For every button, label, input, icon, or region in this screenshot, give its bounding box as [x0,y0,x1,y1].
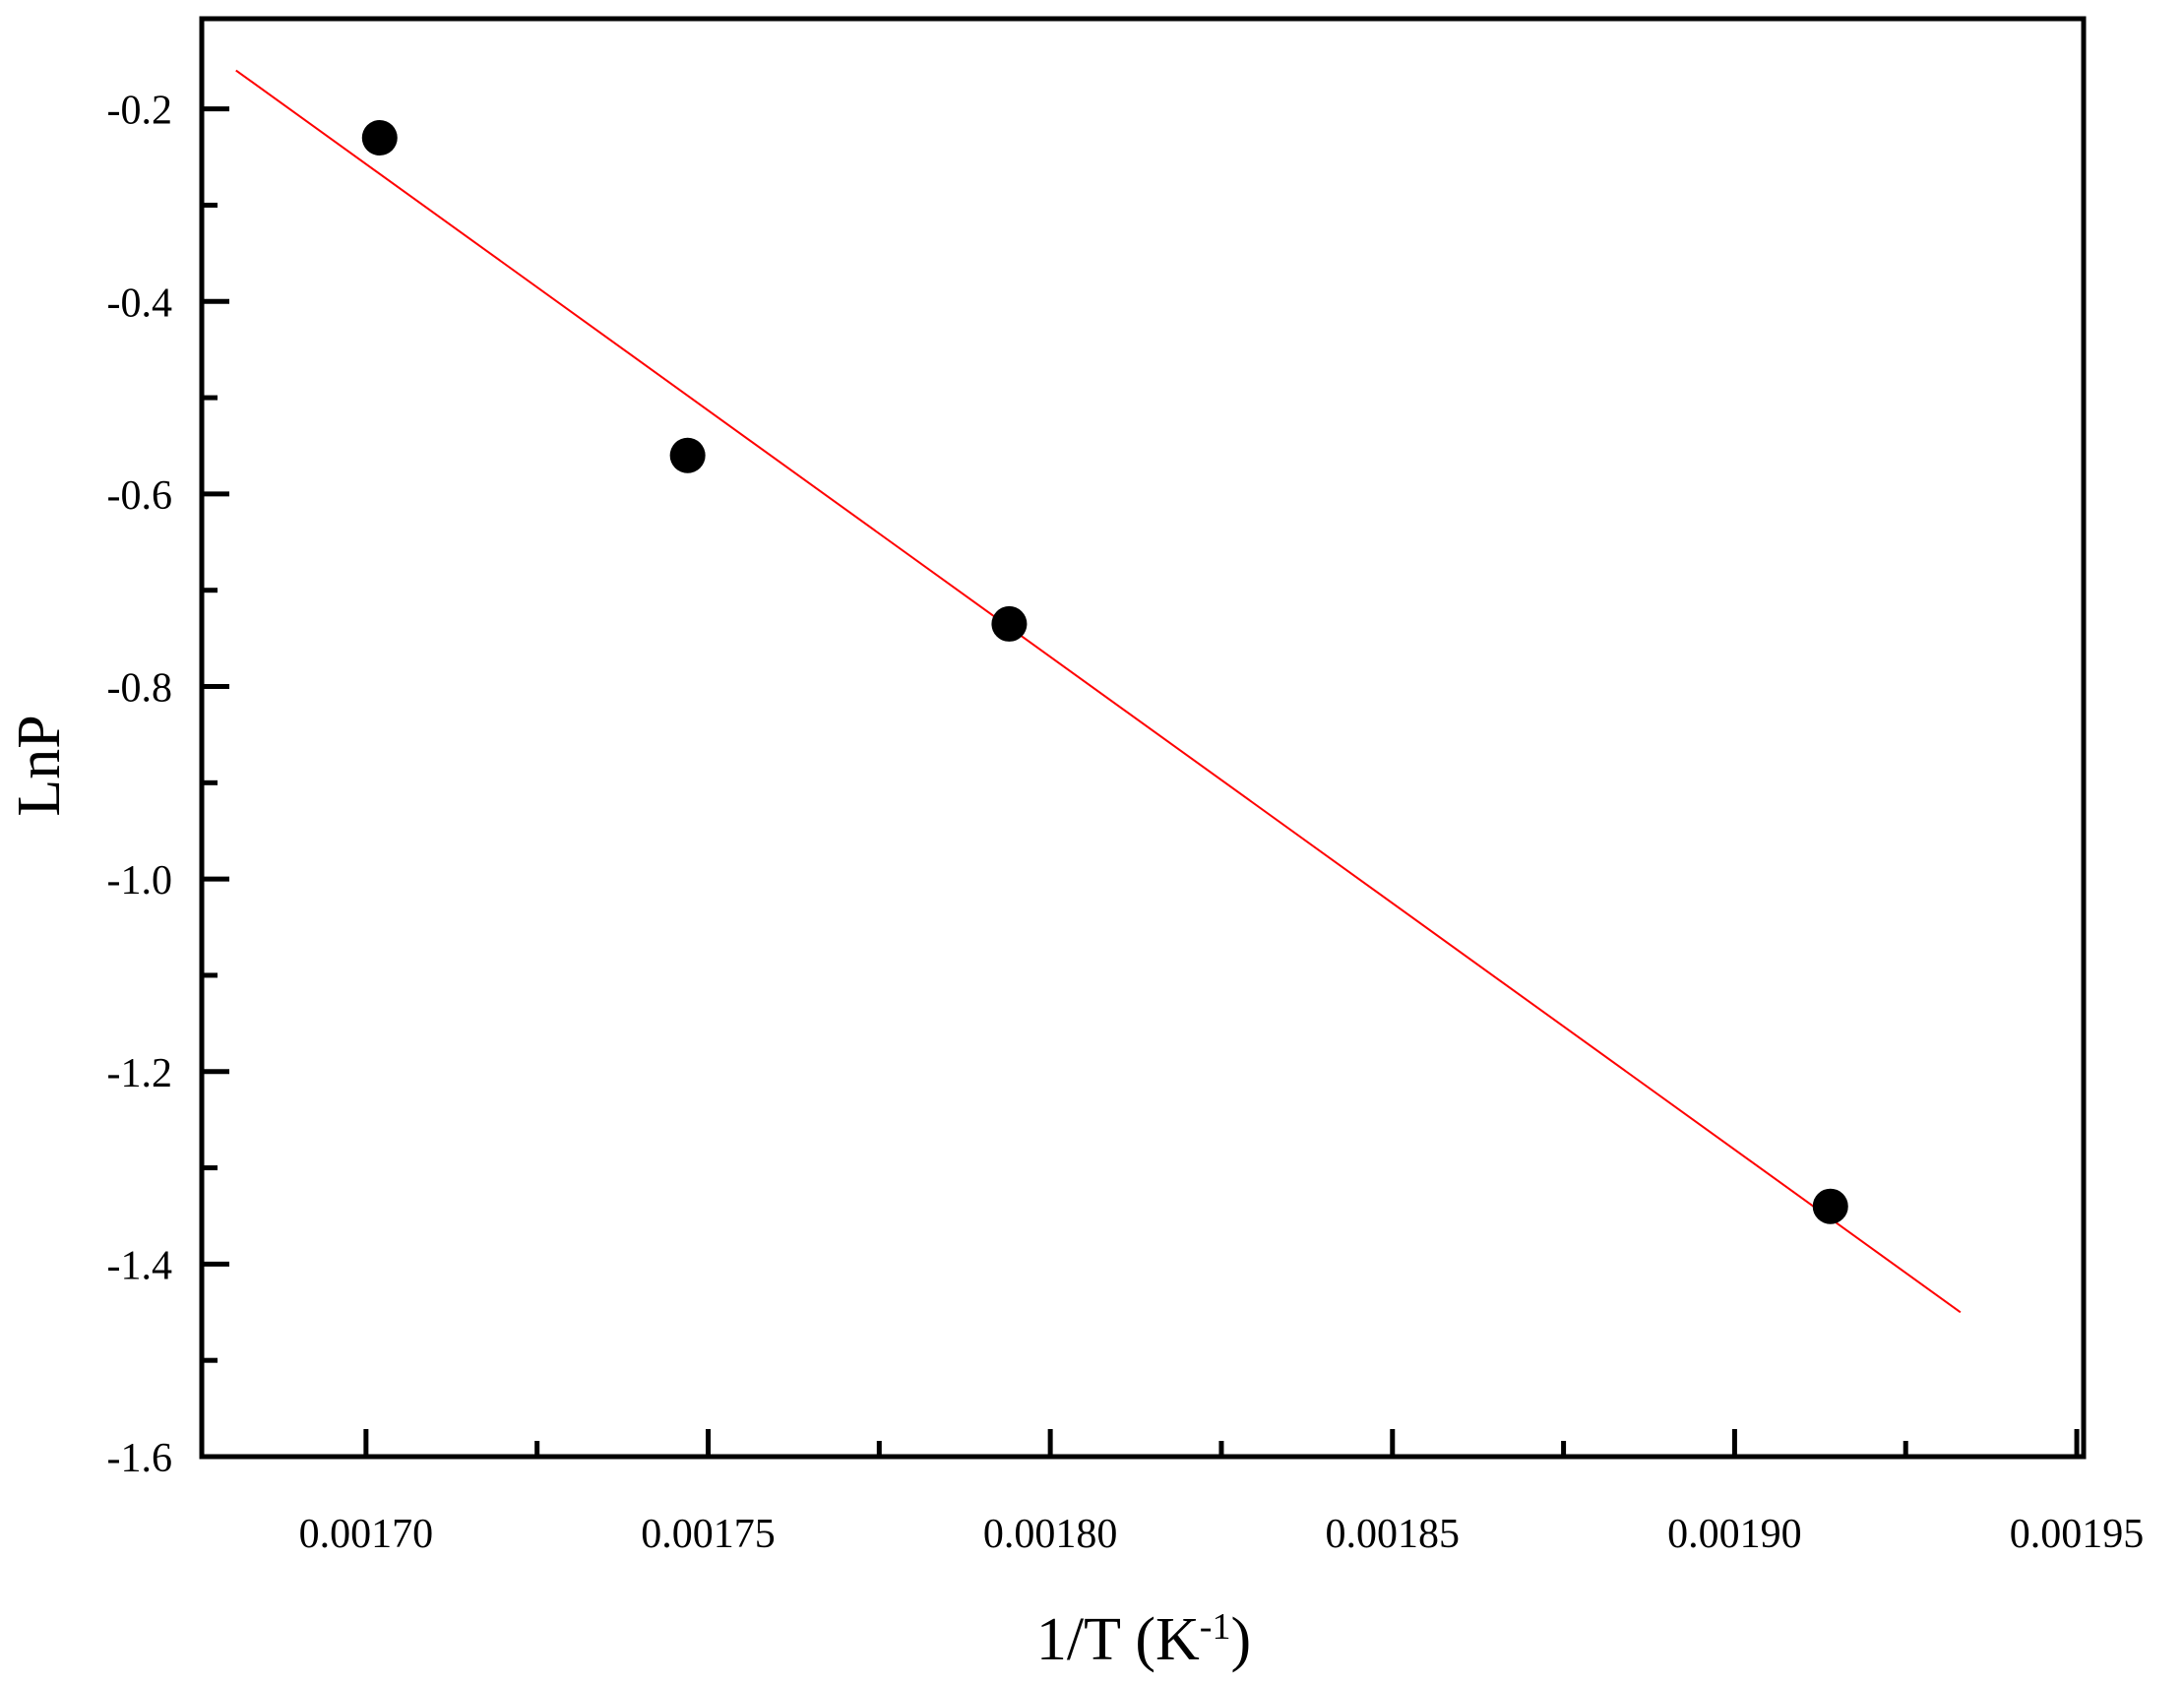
x-axis-title-close: ) [1230,1606,1251,1673]
data-points-layer [361,119,1848,1224]
x-tick-label: 0.00185 [1326,1512,1461,1557]
x-axis-title-main: 1/T (K [1036,1606,1200,1673]
data-point [991,605,1028,642]
y-tick-label: -1.4 [107,1243,173,1288]
y-axis-title: LnP [6,715,73,816]
plot-frame [199,16,2087,1460]
y-tick-label: -1.6 [107,1436,173,1481]
y-tick-label: -0.4 [107,280,173,326]
x-tick-label: 0.00170 [299,1512,434,1557]
x-tick-label: 0.00180 [983,1512,1118,1557]
x-tick-label: 0.00175 [641,1512,776,1557]
fit-line [235,69,1962,1314]
ticks-layer [202,106,2080,1460]
fit-line-layer [235,69,1962,1314]
y-tick-label: -0.6 [107,473,173,519]
tick-labels-layer: 0.00170 0.00175 0.00180 0.00185 0.00190 0.001… [107,89,2145,1557]
y-tick-label: -1.0 [107,858,173,904]
x-axis-title-superscript: -1 [1200,1606,1231,1648]
x-tick-label: 0.00195 [2010,1512,2145,1557]
x-tick-label: 0.00190 [1667,1512,1802,1557]
data-point [1812,1188,1848,1224]
data-point [361,119,398,156]
y-tick-label: -0.8 [107,666,173,712]
x-axis-title: 1/T (K-1) [1036,1606,1251,1673]
y-tick-label: -1.2 [107,1051,173,1096]
data-point [669,437,706,473]
y-tick-label: -0.2 [107,89,173,134]
